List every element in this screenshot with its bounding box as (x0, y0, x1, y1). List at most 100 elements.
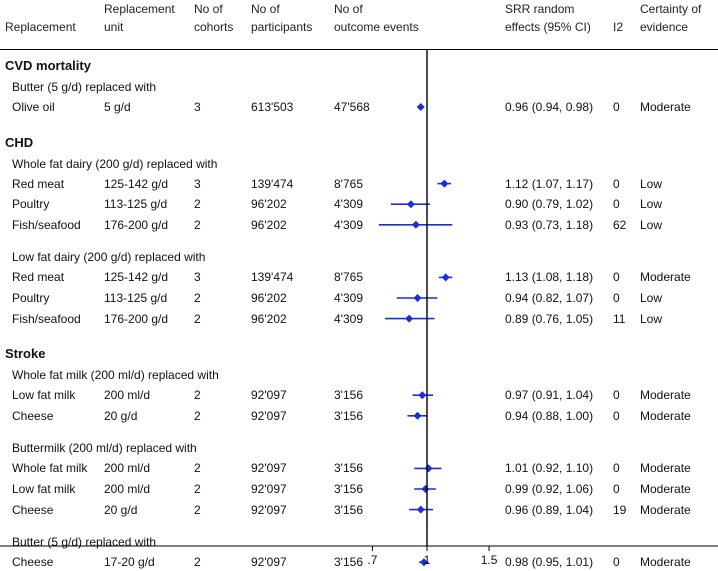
x-tick-label: 1 (424, 553, 431, 567)
row-srr: 0.90 (0.79, 1.02) (505, 197, 594, 212)
row-i2: 0 (613, 482, 620, 496)
row-cohorts: 3 (194, 176, 201, 191)
row-srr: 0.94 (0.82, 1.07) (505, 291, 594, 305)
row-unit: 113-125 g/d (104, 291, 168, 305)
header-unit-line1: Replacement (104, 2, 175, 16)
header-divider (0, 49, 718, 50)
row-events: 4'309 (334, 197, 363, 212)
row-srr: 0.96 (0.89, 1.04) (505, 502, 594, 517)
row-unit: 20 g/d (104, 408, 138, 423)
row-cohorts: 2 (194, 408, 201, 423)
row-i2: 0 (613, 270, 620, 285)
row-unit: 176-200 g/d (104, 311, 169, 326)
row-participants: 96'202 (251, 197, 287, 212)
header-participants-line1: No of (251, 2, 280, 16)
row-certainty: Moderate (640, 100, 691, 114)
point-estimate (406, 200, 415, 209)
row-srr: 1.01 (0.92, 1.10) (505, 461, 594, 476)
row-i2: 0 (613, 291, 620, 305)
header-certainty-line2: evidence (640, 20, 689, 34)
row-certainty: Moderate (640, 388, 691, 403)
row-i2: 11 (613, 311, 626, 326)
row-events: 3'156 (334, 461, 363, 476)
row-certainty: Low (640, 176, 663, 191)
group-label: Whole fat dairy (200 g/d) replaced with (12, 156, 218, 171)
row-certainty: Moderate (640, 408, 691, 423)
row-cohorts: 2 (194, 217, 201, 232)
section-title: Stroke (5, 346, 46, 362)
row-i2: 0 (613, 408, 620, 423)
row-cohorts: 2 (194, 388, 201, 403)
row-certainty: Low (640, 217, 663, 232)
row-i2: 0 (613, 555, 620, 570)
point-estimate (421, 485, 430, 493)
row-events: 3'156 (334, 502, 363, 517)
header-participants-line2: participants (251, 20, 313, 34)
row-participants: 92'097 (251, 388, 287, 403)
header-events-line2: outcome events (334, 20, 419, 34)
row-cohorts: 2 (194, 555, 201, 570)
row-replacement: Olive oil (12, 100, 55, 114)
row-participants: 92'097 (251, 408, 287, 423)
row-unit: 20 g/d (104, 502, 138, 517)
row-events: 3'156 (334, 555, 363, 570)
point-estimate (413, 294, 422, 302)
section-title: CVD mortality (5, 58, 91, 73)
row-certainty: Moderate (640, 270, 691, 285)
row-srr: 1.12 (1.07, 1.17) (505, 176, 594, 191)
row-certainty: Low (640, 291, 663, 305)
row-events: 3'156 (334, 388, 363, 403)
row-events: 8'765 (334, 176, 363, 191)
row-i2: 19 (613, 502, 627, 517)
row-events: 8'765 (334, 270, 363, 285)
row-unit: 200 ml/d (104, 482, 151, 496)
point-estimate (416, 103, 425, 111)
row-unit: 125-142 g/d (104, 270, 169, 285)
row-events: 4'309 (334, 291, 363, 305)
row-srr: 0.98 (0.95, 1.01) (505, 555, 594, 570)
row-replacement: Poultry (12, 197, 50, 212)
row-cohorts: 2 (194, 482, 201, 496)
header-i2: I2 (613, 20, 624, 34)
group-label: Butter (5 g/d) replaced with (12, 80, 157, 94)
row-participants: 92'097 (251, 502, 287, 517)
row-events: 3'156 (334, 482, 363, 496)
row-participants: 613'503 (251, 100, 294, 114)
row-replacement: Cheese (12, 502, 54, 517)
row-i2: 0 (613, 388, 620, 403)
row-events: 4'309 (334, 311, 363, 326)
row-cohorts: 2 (194, 291, 201, 305)
point-estimate (413, 411, 422, 420)
row-srr: 0.99 (0.92, 1.06) (505, 482, 594, 496)
group-label: Buttermilk (200 ml/d) replaced with (12, 441, 197, 456)
row-participants: 92'097 (251, 482, 287, 496)
row-cohorts: 2 (194, 502, 201, 517)
row-replacement: Low fat milk (12, 482, 76, 496)
group-label: Whole fat milk (200 ml/d) replaced with (12, 368, 219, 383)
row-i2: 0 (613, 461, 620, 476)
row-cohorts: 3 (194, 270, 201, 285)
row-replacement: Fish/seafood (12, 311, 81, 326)
row-cohorts: 2 (194, 197, 201, 212)
x-tick-label: .7 (367, 553, 377, 567)
row-participants: 96'202 (251, 311, 287, 326)
header-events-line1: No of (334, 2, 363, 16)
row-participants: 139'474 (251, 176, 294, 191)
point-estimate (405, 314, 414, 323)
header-srr-line2: effects (95% CI) (505, 20, 591, 34)
x-tick-label: 1.5 (481, 553, 498, 567)
row-srr: 0.93 (0.73, 1.18) (505, 217, 594, 232)
point-estimate (419, 558, 428, 567)
row-replacement: Fish/seafood (12, 217, 81, 232)
point-estimate (424, 464, 433, 473)
row-i2: 62 (613, 217, 627, 232)
row-replacement: Red meat (12, 270, 65, 285)
row-srr: 0.97 (0.91, 1.04) (505, 388, 594, 403)
point-estimate (441, 273, 450, 282)
point-estimate (418, 391, 427, 400)
row-unit: 5 g/d (104, 100, 131, 114)
row-srr: 0.96 (0.94, 0.98) (505, 100, 594, 114)
header-cohorts-line2: cohorts (194, 20, 234, 34)
